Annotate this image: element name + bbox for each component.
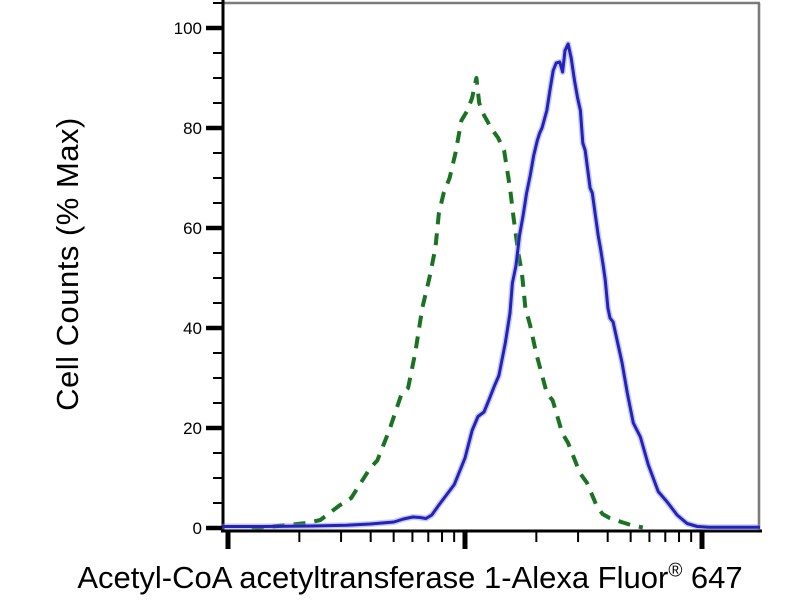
x-axis-title: Acetyl-CoA acetyltransferase 1-Alexa Flu…: [77, 560, 742, 596]
x-axis-title-number: 647: [682, 560, 743, 595]
y-tick-label: 20: [183, 419, 202, 438]
registered-trademark-symbol: ®: [668, 560, 683, 582]
x-axis-title-text: Acetyl-CoA acetyltransferase 1-Alexa Flu…: [77, 560, 669, 595]
y-axis-title: Cell Counts (% Max): [50, 117, 85, 411]
y-tick-label: 100: [174, 19, 202, 38]
y-tick-label: 60: [183, 219, 202, 238]
green-dashed-curve: [251, 76, 644, 530]
blue-solid-curve-halo: [222, 41, 760, 531]
y-tick-label: 40: [183, 319, 202, 338]
blue-solid-curve: [222, 42, 760, 529]
y-tick-label: 0: [193, 519, 202, 538]
y-tick-label: 80: [183, 119, 202, 138]
